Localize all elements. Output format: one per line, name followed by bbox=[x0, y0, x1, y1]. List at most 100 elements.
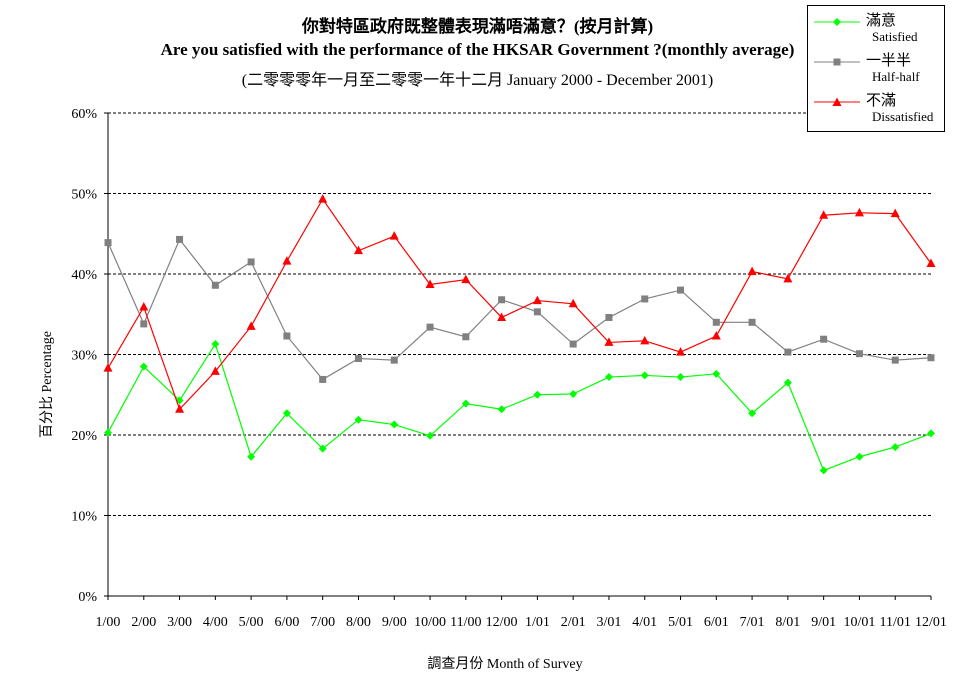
x-tick-label: 2/00 bbox=[131, 615, 156, 630]
data-point-half-half bbox=[283, 332, 291, 340]
x-tick-label: 10/01 bbox=[843, 615, 875, 630]
data-point-satisfied bbox=[318, 444, 327, 453]
x-tick-label: 7/01 bbox=[740, 615, 765, 630]
data-point-satisfied bbox=[676, 373, 685, 382]
data-point-half-half bbox=[498, 296, 506, 304]
data-point-satisfied bbox=[855, 452, 864, 461]
x-axis-ticks: 1/00 2/00 3/00 4/00 5/00 6/00 7/00 8/00 9/00 10/0… bbox=[96, 596, 947, 630]
data-point-half-half bbox=[211, 281, 219, 289]
data-point-dissatisfied bbox=[568, 298, 578, 308]
data-point-half-half bbox=[641, 295, 649, 303]
gridlines bbox=[108, 112, 931, 516]
legend-label-en: Half-half bbox=[872, 69, 920, 84]
data-point-dissatisfied bbox=[497, 312, 507, 321]
data-point-half-half bbox=[390, 356, 398, 364]
legend-label-zh: 滿意 bbox=[866, 13, 897, 29]
series-group bbox=[103, 194, 936, 475]
data-point-satisfied bbox=[104, 428, 112, 437]
data-point-dissatisfied bbox=[854, 207, 864, 217]
data-point-half-half bbox=[891, 356, 899, 364]
series-line-dissatisfied bbox=[107, 198, 932, 411]
y-tick-label: 50% bbox=[71, 188, 97, 203]
data-point-satisfied bbox=[748, 409, 757, 418]
data-point-satisfied bbox=[461, 399, 470, 408]
series-dissatisfied bbox=[103, 194, 936, 413]
data-point-half-half bbox=[140, 320, 148, 328]
chart-title-chinese: 你對特區政府既整體表現滿唔滿意？(按月計算) bbox=[301, 17, 654, 36]
series-satisfied bbox=[104, 340, 935, 475]
data-point-satisfied bbox=[819, 466, 828, 475]
data-point-dissatisfied bbox=[246, 321, 256, 330]
x-tick-label: 7/00 bbox=[310, 615, 335, 630]
x-tick-label: 4/01 bbox=[632, 615, 657, 630]
data-point-half-half bbox=[462, 333, 470, 341]
data-point-dissatisfied bbox=[353, 245, 363, 255]
y-tick-label: 30% bbox=[71, 349, 97, 364]
legend-item-satisfied: 滿意 Satisfied bbox=[808, 8, 944, 48]
x-tick-label: 1/00 bbox=[96, 615, 121, 630]
data-point-satisfied bbox=[282, 409, 291, 418]
data-point-satisfied bbox=[533, 390, 542, 399]
series-line-half-half bbox=[107, 238, 932, 381]
legend-label-en: Satisfied bbox=[872, 29, 918, 44]
x-tick-label: 11/01 bbox=[880, 615, 911, 630]
x-tick-label: 8/00 bbox=[346, 615, 371, 630]
y-axis-ticks: 0% 10% 20% 30% 40% 50% 60% bbox=[71, 107, 108, 605]
data-point-satisfied bbox=[354, 415, 363, 424]
y-axis-label: 百分比 Percentage bbox=[40, 331, 55, 438]
data-point-half-half bbox=[820, 335, 828, 343]
data-point-dissatisfied bbox=[103, 363, 113, 372]
legend: 滿意 Satisfied 一半半 Half-half 不滿 Dissatisfi… bbox=[807, 5, 945, 132]
data-point-dissatisfied bbox=[819, 210, 829, 219]
x-tick-label: 5/01 bbox=[668, 615, 693, 630]
data-point-dissatisfied bbox=[676, 347, 686, 356]
series-line-satisfied bbox=[107, 342, 932, 472]
x-tick-label: 3/00 bbox=[167, 615, 192, 630]
data-point-half-half bbox=[927, 354, 935, 362]
data-point-satisfied bbox=[390, 420, 399, 429]
data-point-satisfied bbox=[139, 362, 148, 371]
data-point-dissatisfied bbox=[210, 366, 220, 375]
x-tick-label: 12/01 bbox=[915, 615, 947, 630]
x-tick-label: 8/01 bbox=[775, 615, 800, 630]
data-point-satisfied bbox=[426, 431, 435, 440]
data-point-half-half bbox=[354, 355, 362, 363]
data-point-satisfied bbox=[211, 340, 220, 349]
chart-title-english: Are you satisfied with the performance o… bbox=[160, 40, 795, 59]
data-point-half-half bbox=[569, 340, 577, 348]
legend-item-dissatisfied: 不滿 Dissatisfied bbox=[808, 88, 944, 128]
data-point-half-half bbox=[247, 258, 255, 266]
x-tick-label: 4/00 bbox=[203, 615, 228, 630]
data-point-dissatisfied bbox=[640, 335, 650, 345]
legend-item-half-half: 一半半 Half-half bbox=[808, 48, 944, 88]
chart-subtitle: (二零零零年一月至二零零一年十二月 January 2000 - Decembe… bbox=[241, 72, 714, 89]
y-tick-label: 40% bbox=[71, 268, 97, 283]
data-point-satisfied bbox=[891, 443, 900, 452]
legend-label-zh: 一半半 bbox=[866, 53, 912, 69]
legend-marker-dissatisfied bbox=[814, 97, 860, 106]
data-point-satisfied bbox=[497, 405, 506, 414]
data-point-half-half bbox=[426, 323, 434, 331]
x-axis-label: 調查月份 Month of Survey bbox=[427, 657, 583, 672]
data-point-dissatisfied bbox=[282, 256, 292, 265]
x-tick-label: 2/01 bbox=[561, 615, 586, 630]
data-point-half-half bbox=[319, 375, 327, 383]
data-point-dissatisfied bbox=[747, 266, 757, 276]
data-point-dissatisfied bbox=[318, 194, 328, 203]
data-point-satisfied bbox=[927, 429, 935, 438]
data-point-satisfied bbox=[783, 378, 792, 387]
x-tick-label: 3/01 bbox=[597, 615, 622, 630]
x-tick-label: 9/01 bbox=[811, 615, 836, 630]
data-point-dissatisfied bbox=[532, 295, 542, 305]
data-point-satisfied bbox=[640, 371, 649, 380]
data-point-half-half bbox=[855, 350, 863, 358]
data-point-half-half bbox=[533, 308, 541, 316]
data-point-half-half bbox=[712, 318, 720, 326]
data-point-half-half bbox=[784, 348, 792, 356]
data-point-satisfied bbox=[604, 373, 613, 382]
data-point-half-half bbox=[104, 239, 112, 247]
data-point-half-half bbox=[748, 318, 756, 326]
data-point-half-half bbox=[605, 313, 613, 321]
x-tick-label: 1/01 bbox=[525, 615, 550, 630]
data-point-half-half bbox=[677, 286, 685, 294]
